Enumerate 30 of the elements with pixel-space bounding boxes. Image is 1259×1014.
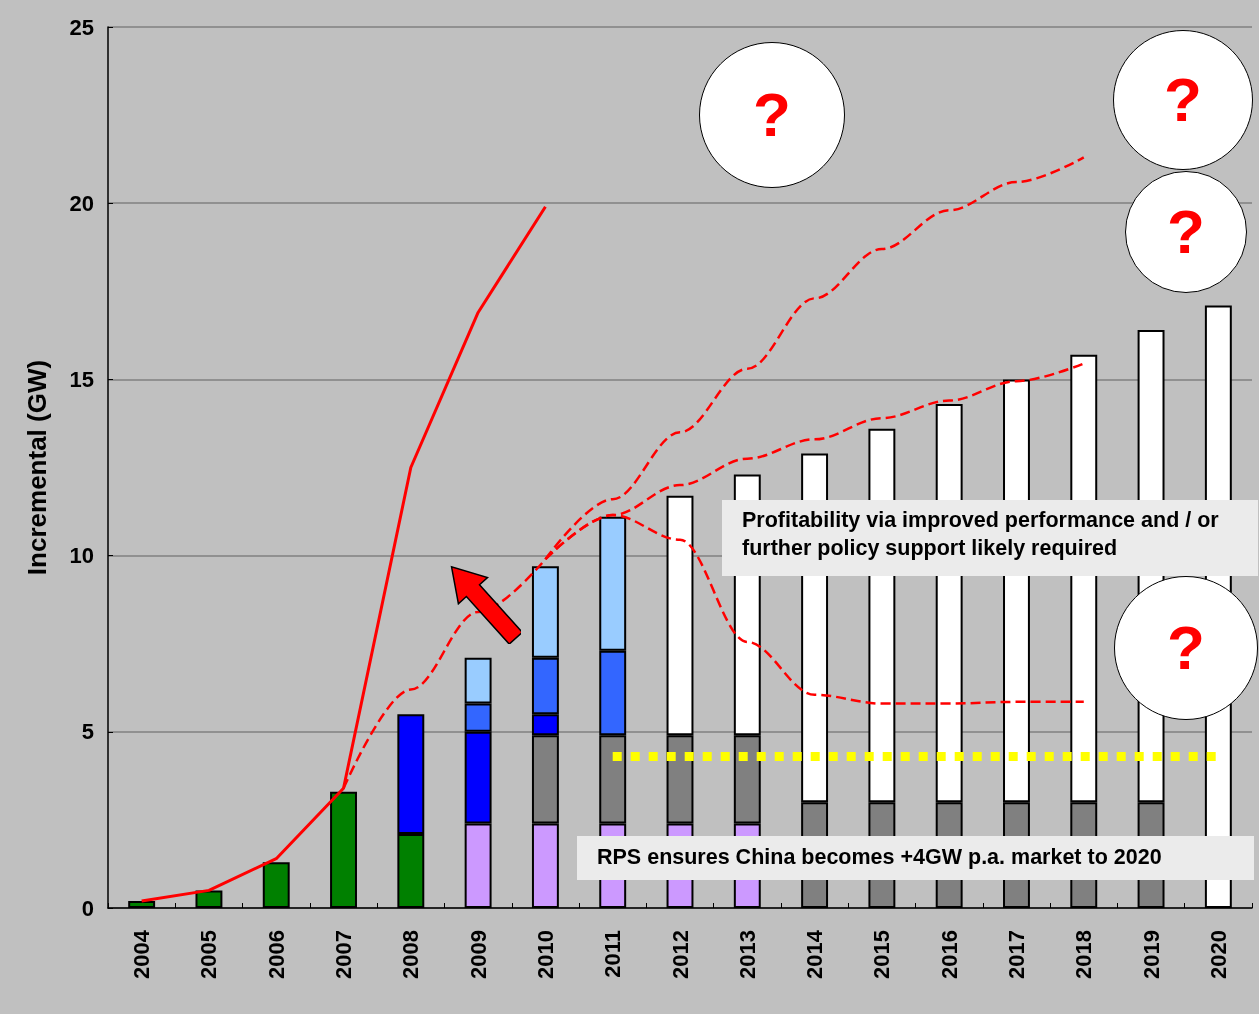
x-tick-label: 2008 bbox=[398, 930, 424, 979]
x-tick-label: 2018 bbox=[1071, 930, 1097, 979]
x-tick-label: 2012 bbox=[667, 930, 693, 979]
x-tick-label: 2011 bbox=[600, 930, 626, 978]
annotation: ? bbox=[1167, 197, 1205, 266]
x-tick-label: 2009 bbox=[465, 930, 491, 979]
x-tick-label: 2013 bbox=[734, 930, 760, 979]
x-tick-label: 2015 bbox=[869, 930, 895, 979]
y-tick-label: 5 bbox=[81, 719, 94, 745]
x-tick-label: 2019 bbox=[1138, 930, 1164, 979]
x-tick-label: 2014 bbox=[802, 929, 828, 979]
y-axis-title: Incremental (GW) bbox=[22, 359, 52, 576]
y-tick-label: 0 bbox=[81, 895, 94, 921]
x-tick-label: 2004 bbox=[129, 929, 155, 979]
y-tick-label: 10 bbox=[69, 543, 94, 569]
annotation: ? bbox=[1167, 613, 1205, 682]
note-box: Profitability via improved performance and / or further policy support likely required bbox=[722, 500, 1258, 576]
x-tick-label: 2017 bbox=[1003, 930, 1029, 979]
x-tick-label: 2010 bbox=[532, 930, 558, 979]
y-tick-label: 15 bbox=[69, 366, 94, 392]
x-tick-label: 2006 bbox=[263, 930, 289, 979]
y-tick-label: 25 bbox=[69, 14, 94, 40]
x-tick-label: 2016 bbox=[936, 930, 962, 979]
x-tick-label: 2007 bbox=[331, 930, 357, 979]
annotation: ? bbox=[753, 80, 791, 149]
x-tick-label: 2020 bbox=[1205, 930, 1231, 979]
note-box: RPS ensures China becomes +4GW p.a. market to 2020 bbox=[577, 836, 1254, 880]
annotation: ? bbox=[1164, 65, 1202, 134]
x-tick-label: 2005 bbox=[196, 930, 222, 979]
y-tick-label: 20 bbox=[69, 190, 94, 216]
